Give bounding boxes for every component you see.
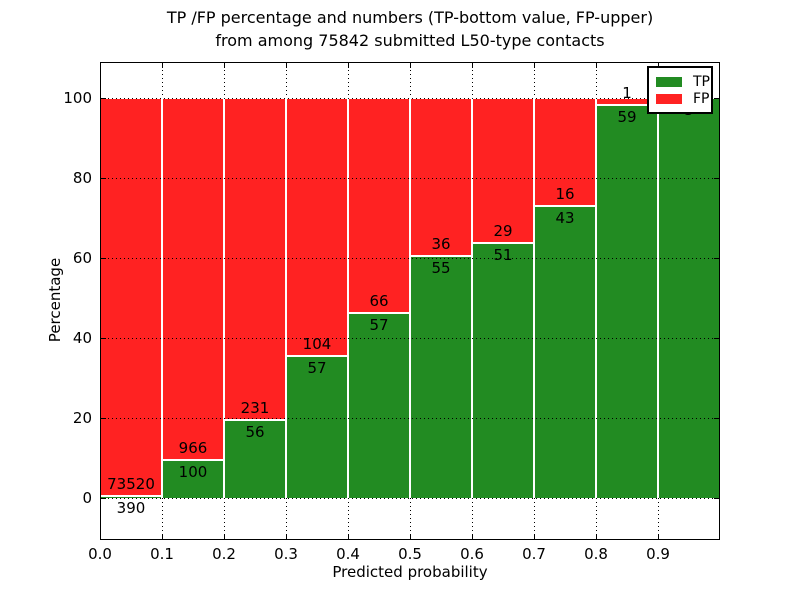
- x-tick-mark: [472, 62, 473, 68]
- x-tick-mark: [162, 534, 163, 540]
- x-tick-label: 0.5: [398, 545, 422, 563]
- x-tick-mark: [534, 62, 535, 68]
- grid-line-horizontal: [100, 98, 720, 99]
- bar-tp-segment: [348, 312, 410, 498]
- x-tick-label: 0.8: [584, 545, 608, 563]
- bar-tp-count-label: 59: [617, 107, 637, 126]
- bar-fp-count-label: 73520: [107, 474, 155, 493]
- bar-fp-count-label: 66: [369, 291, 389, 310]
- y-tick-mark: [100, 98, 106, 99]
- bar-fp-count-label: 1: [622, 83, 632, 102]
- x-tick-mark: [348, 62, 349, 68]
- x-tick-mark: [224, 62, 225, 68]
- grid-line-horizontal: [100, 338, 720, 339]
- y-tick-label: 80: [72, 169, 92, 187]
- bar-fp-segment: [286, 98, 348, 357]
- x-tick-mark: [286, 534, 287, 540]
- y-tick-label: 100: [63, 89, 92, 107]
- y-tick-label: 0: [82, 489, 92, 507]
- bar-fp-count-label: 29: [493, 222, 513, 240]
- y-tick-mark: [714, 98, 720, 99]
- y-tick-mark: [714, 178, 720, 179]
- bar-tp-segment: [658, 98, 720, 498]
- y-tick-label: 40: [72, 329, 92, 347]
- grid-line-horizontal: [100, 258, 720, 259]
- bar-fp-segment: [100, 98, 162, 496]
- grid-line-horizontal: [100, 418, 720, 419]
- legend: TP FP: [647, 66, 713, 114]
- y-tick-mark: [100, 258, 106, 259]
- x-tick-mark: [286, 62, 287, 68]
- x-tick-mark: [162, 62, 163, 68]
- bar-fp-segment: [534, 98, 596, 207]
- bar-tp-segment: [162, 460, 224, 498]
- x-tick-mark: [596, 534, 597, 540]
- bar-tp-count-label: 51: [493, 246, 513, 264]
- bar-tp-count-label: 57: [369, 315, 389, 334]
- x-tick-mark: [410, 62, 411, 68]
- legend-tp-swatch: [656, 76, 682, 87]
- bar-tp-count-label: 56: [245, 422, 265, 441]
- x-tick-label: 0.2: [212, 545, 236, 563]
- x-tick-label: 0.1: [150, 545, 174, 563]
- x-tick-label: 0.3: [274, 545, 298, 563]
- bar-fp-count-label: 966: [178, 439, 208, 458]
- x-tick-mark: [224, 534, 225, 540]
- y-tick-label: 60: [72, 249, 92, 267]
- y-tick-label: 20: [72, 409, 92, 427]
- x-tick-label: 0.6: [460, 545, 484, 563]
- bar-tp-count-label: 100: [178, 463, 208, 482]
- legend-fp-swatch: [656, 93, 682, 104]
- bar-tp-segment: [286, 356, 348, 498]
- bar-tp-count-label: 43: [555, 209, 575, 228]
- y-tick-mark: [100, 418, 106, 419]
- y-tick-mark: [714, 418, 720, 419]
- bar-tp-segment: [472, 243, 534, 498]
- bar-fp-segment: [410, 98, 472, 257]
- bar-tp-segment: [596, 104, 658, 498]
- bar-tp-segment: [224, 419, 286, 498]
- x-tick-label: 0.0: [88, 545, 112, 563]
- bar-tp-count-label: 57: [307, 359, 327, 378]
- grid-line-horizontal: [100, 178, 720, 179]
- y-tick-mark: [714, 498, 720, 499]
- bar-fp-count-label: 104: [302, 335, 332, 354]
- x-tick-label: 0.9: [646, 545, 670, 563]
- bar-fp-count-label: 36: [431, 235, 451, 254]
- x-tick-label: 0.4: [336, 545, 360, 563]
- y-tick-mark: [100, 178, 106, 179]
- y-tick-mark: [100, 498, 106, 499]
- x-tick-label: 0.7: [522, 545, 546, 563]
- bar-fp-count-label: 231: [240, 398, 270, 417]
- legend-item-tp: TP: [656, 73, 711, 90]
- chart-title: TP /FP percentage and numbers (TP-bottom…: [100, 6, 720, 52]
- y-tick-mark: [714, 338, 720, 339]
- y-tick-mark: [100, 338, 106, 339]
- chart-title-line-1: TP /FP percentage and numbers (TP-bottom…: [166, 8, 654, 27]
- x-tick-mark: [472, 534, 473, 540]
- x-tick-mark: [596, 62, 597, 68]
- x-tick-mark: [658, 62, 659, 68]
- x-tick-mark: [410, 534, 411, 540]
- bar-tp-segment: [410, 256, 472, 498]
- x-axis-label: Predicted probability: [332, 563, 488, 581]
- x-tick-mark: [348, 534, 349, 540]
- bar-tp-count-label: 390: [116, 498, 146, 517]
- bar-fp-segment: [162, 98, 224, 461]
- legend-tp-label: TP: [693, 73, 710, 90]
- bar-fp-count-label: 16: [555, 185, 575, 204]
- bar-fp-segment: [472, 98, 534, 243]
- x-tick-mark: [534, 534, 535, 540]
- legend-item-fp: FP: [656, 90, 711, 107]
- bar-fp-segment: [348, 98, 410, 313]
- y-tick-mark: [714, 258, 720, 259]
- bar-tp-segment: [534, 206, 596, 498]
- bar-tp-count-label: 55: [431, 259, 451, 278]
- plot-area: TP FP 73520 390 966 100 231 56 104 57 66 57 36 55 29…: [100, 62, 720, 540]
- legend-fp-label: FP: [693, 90, 710, 107]
- x-tick-mark: [658, 534, 659, 540]
- grid-line-horizontal: [100, 498, 720, 499]
- chart-title-line-2: from among 75842 submitted L50-type cont…: [215, 31, 605, 50]
